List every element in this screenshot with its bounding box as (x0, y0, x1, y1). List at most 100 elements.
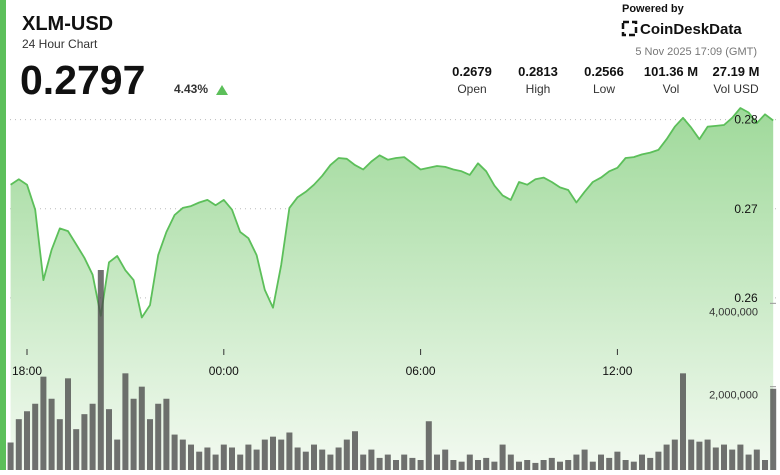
x-tick-label: 12:00 (602, 364, 632, 378)
x-tick-label: 06:00 (406, 364, 436, 378)
volume-bar (97, 270, 104, 470)
volume-bar (48, 398, 55, 470)
stat-value: 27.19 M (713, 64, 760, 79)
volume-bar (261, 439, 268, 470)
volume-bar (524, 460, 531, 470)
x-tick-label: 18:00 (12, 364, 42, 378)
volume-bar (122, 373, 129, 470)
price: 0.2797 (20, 57, 145, 103)
volume-bar (581, 449, 588, 470)
volume-bar (401, 454, 408, 470)
volume-bar (614, 451, 621, 470)
volume-bar (204, 447, 211, 470)
volume-bar (466, 454, 473, 470)
volume-bar (499, 444, 506, 470)
volume-bar (138, 386, 145, 470)
volume-bar (622, 460, 629, 470)
volume-bar (237, 454, 244, 470)
stat-value: 101.36 M (644, 64, 698, 79)
volume-bar (425, 421, 432, 470)
volume-bar (532, 462, 539, 470)
volume-bar (212, 454, 219, 470)
volume-bar (696, 441, 703, 470)
stat-value: 0.2679 (452, 64, 492, 79)
volume-bar (737, 444, 744, 470)
volume-bar (368, 449, 375, 470)
volume-bar (220, 444, 227, 470)
volume-bar (729, 449, 736, 470)
plot: 18:00 00:00 06:00 12:00 0.26 0.27 0.28 2,000,00… (7, 107, 780, 470)
brand: CoinDeskData (640, 21, 742, 38)
volume-bar (704, 439, 711, 470)
subtitle: 24 Hour Chart (22, 37, 98, 51)
volume-bar (557, 461, 563, 470)
volume-bar (565, 460, 572, 470)
volume-bar (770, 388, 777, 470)
stat-value: 0.2813 (518, 64, 558, 79)
volume-bar (278, 439, 285, 470)
volume-bar (639, 454, 645, 470)
volume-bar (376, 457, 383, 470)
stat-label: Open (457, 82, 486, 96)
volume-bar (450, 460, 457, 470)
volume-bar (491, 461, 498, 470)
stat-label: Vol (663, 82, 680, 96)
volume-bar (630, 461, 637, 470)
volume-bar (745, 454, 752, 470)
volume-bar (302, 451, 309, 470)
volume-bar (311, 444, 317, 470)
stat-label: Vol USD (713, 82, 759, 96)
volume-bar (655, 451, 662, 470)
y-tick-label: 0.28 (734, 113, 758, 127)
volume-bar (680, 373, 686, 470)
volume-bar (81, 414, 88, 470)
volume-bar (409, 457, 416, 470)
volume-bar (253, 449, 260, 470)
volume-bar (458, 461, 465, 470)
volume-bar (712, 447, 719, 470)
volume-bar (483, 457, 490, 470)
volume-bar (114, 439, 121, 470)
volume-bar (196, 451, 203, 470)
volume-bar (507, 454, 514, 470)
volume-bar (540, 460, 547, 470)
volume-bar (89, 403, 96, 470)
volume-bar (270, 436, 276, 470)
volume-bar (442, 449, 449, 470)
volume-bar (384, 454, 391, 470)
volume-bar (15, 419, 22, 470)
volume-bar (155, 403, 162, 470)
volume-bar (130, 398, 137, 470)
volume-bar (417, 460, 424, 470)
volume-bar (294, 447, 301, 470)
volume-bar (335, 447, 342, 470)
volume-bar (352, 431, 358, 470)
y-tick-label: 0.26 (734, 291, 758, 305)
stat-label: Low (593, 82, 615, 96)
volume-bar (319, 449, 326, 470)
volume-bar (762, 460, 768, 470)
price-line (10, 107, 774, 319)
volume-bar (163, 398, 170, 470)
volume-bar (73, 429, 80, 470)
volume-bar (721, 444, 727, 470)
timestamp: 5 Nov 2025 17:09 (GMT) (635, 46, 757, 58)
y2-tick-label: 2,000,000 (709, 390, 758, 402)
x-tick-label: 00:00 (209, 364, 239, 378)
volume-bar (147, 419, 153, 470)
area-fill (10, 108, 774, 470)
volume-bar (606, 457, 613, 470)
powered-by: Powered by (622, 3, 685, 15)
title: XLM-USD (22, 13, 113, 35)
change: 4.43% (174, 82, 208, 96)
volume-bar (393, 460, 399, 470)
volume-bar (671, 439, 678, 470)
volume-bar (56, 419, 63, 470)
volume-bar (286, 432, 293, 470)
volume-bar (688, 439, 695, 470)
volume-bar (516, 461, 522, 470)
brand-logo: CoinDeskData (621, 20, 742, 38)
volume-bar (548, 457, 555, 470)
volume-bar (589, 461, 596, 470)
